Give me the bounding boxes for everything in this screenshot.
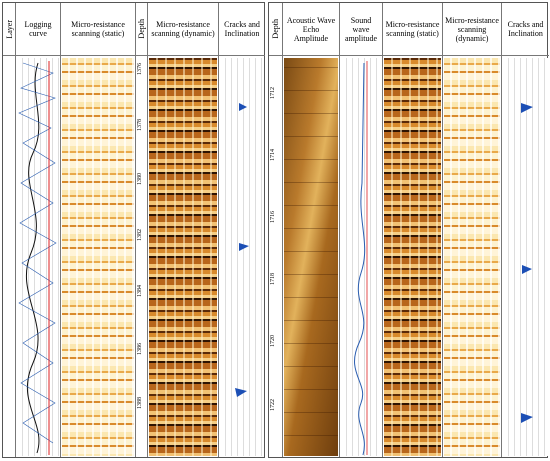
header: Micro-resistance scanning (static): [61, 3, 135, 56]
header: Cracks and Inclination: [219, 3, 265, 56]
sound-column: Sound wave amplitude: [340, 3, 383, 457]
layer-column: Layer: [3, 3, 16, 457]
cracks-column: Cracks and Inclination: [219, 3, 265, 457]
static-column: Micro-resistance scanning (static): [61, 3, 136, 457]
header: Micro-resistance scanning (static): [383, 3, 442, 56]
depth-column: Depth 1376 1378 1380 1382 1384 1386 1388: [136, 3, 148, 457]
header: Cracks and Inclination: [502, 3, 549, 56]
logging-column: Logging curve: [16, 3, 61, 457]
curves: [354, 61, 533, 456]
dynamic-column: Micro-resistance scanning (dynamic): [148, 3, 219, 457]
dynamic-column: Micro-resistance scanning (dynamic): [443, 3, 502, 457]
header: Sound wave amplitude: [340, 3, 382, 56]
header: Micro-resistance scanning (dynamic): [148, 3, 218, 56]
cracks-column: Cracks and Inclination: [502, 3, 549, 457]
right-panel: Depth 1712 1714 1716 1718 1720 1722 Acoustic W…: [268, 2, 549, 458]
static-column: Micro-resistance scanning (static): [383, 3, 443, 457]
left-panel: Layer Logging curve Micro-resistance sca…: [2, 2, 265, 458]
depth-column: Depth 1712 1714 1716 1718 1720 1722: [269, 3, 283, 457]
acoustic-column: Acoustic Wave Echo Amplitude: [283, 3, 340, 457]
header: Micro-resistance scanning (dynamic): [443, 3, 501, 56]
header: Logging curve: [16, 3, 60, 56]
curves: [18, 61, 249, 455]
header: Acoustic Wave Echo Amplitude: [283, 3, 339, 56]
